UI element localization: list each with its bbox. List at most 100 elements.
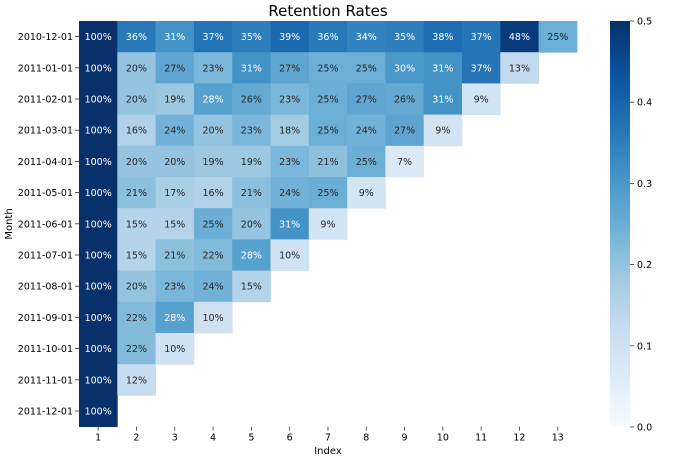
heatmap-cell	[347, 83, 386, 115]
heatmap-cell	[385, 21, 425, 53]
x-axis-label: Index	[314, 446, 342, 457]
heatmap-cell	[385, 83, 425, 115]
heatmap-cell	[155, 333, 195, 365]
cell-value-label: 20%	[126, 95, 147, 106]
cell-value-label: 100%	[85, 126, 112, 137]
cell-value-label: 23%	[279, 157, 300, 168]
heatmap-cell	[270, 177, 310, 209]
heatmap-cell	[270, 239, 310, 271]
x-tick-label: 13	[552, 433, 564, 444]
cell-value-label: 21%	[241, 188, 262, 199]
heatmap-cell	[79, 21, 118, 53]
cell-value-label: 37%	[202, 32, 223, 43]
colorbar-tick-label: 0.4	[637, 98, 652, 109]
cell-value-label: 17%	[164, 188, 185, 199]
x-tick-label: 1	[95, 433, 101, 444]
cell-value-label: 37%	[471, 32, 492, 43]
heatmap-cell	[193, 52, 233, 84]
heatmap-cell	[155, 270, 195, 303]
cell-value-label: 25%	[317, 126, 338, 137]
cell-value-label: 100%	[85, 375, 112, 386]
cell-value-label: 23%	[279, 95, 300, 106]
cell-value-label: 48%	[509, 32, 530, 43]
heatmap-cell	[347, 145, 386, 178]
heatmap-cell	[155, 301, 195, 334]
heatmap-cell	[232, 177, 271, 209]
heatmap-cell	[79, 395, 118, 427]
y-tick-label: 2011-10-01	[18, 344, 73, 355]
y-tick-label: 2011-05-01	[18, 188, 73, 199]
heatmap-cell	[462, 83, 501, 115]
cell-value-label: 27%	[279, 63, 300, 74]
heatmap-cell	[155, 208, 195, 240]
heatmap-cell	[232, 145, 271, 178]
cell-value-label: 35%	[394, 32, 415, 43]
cell-value-label: 28%	[202, 95, 223, 106]
cell-value-label: 20%	[164, 157, 185, 168]
heatmap-cell	[117, 301, 156, 334]
cell-value-label: 19%	[202, 157, 223, 168]
heatmap-cell	[232, 270, 271, 303]
heatmap-cell	[347, 52, 386, 84]
cell-value-label: 36%	[317, 32, 338, 43]
cell-value-label: 31%	[432, 63, 453, 74]
heatmap-cell	[462, 52, 501, 84]
y-tick-label: 2011-02-01	[18, 95, 73, 106]
cell-value-label: 27%	[164, 63, 185, 74]
heatmap-cell	[117, 333, 156, 365]
cell-value-label: 24%	[279, 188, 300, 199]
heatmap-cell	[193, 177, 233, 209]
heatmap-cell	[117, 21, 156, 53]
cell-value-label: 31%	[164, 32, 185, 43]
cell-value-label: 20%	[126, 157, 147, 168]
cell-value-label: 10%	[164, 344, 185, 355]
cell-value-label: 16%	[126, 126, 147, 137]
heatmap-cell	[79, 52, 118, 84]
cell-value-label: 100%	[85, 63, 112, 74]
heatmap-cell	[423, 114, 463, 147]
heatmap-cell	[79, 333, 118, 365]
cell-value-label: 10%	[279, 251, 300, 262]
heatmap-cell	[232, 83, 271, 115]
heatmap-cell	[79, 239, 118, 271]
heatmap-cell	[193, 301, 233, 334]
cell-value-label: 26%	[394, 95, 415, 106]
heatmap-cell	[347, 114, 386, 147]
heatmap-cell	[79, 301, 118, 334]
heatmap-cell	[270, 52, 310, 84]
heatmap-cell	[117, 114, 156, 147]
cell-value-label: 37%	[471, 63, 492, 74]
heatmap-cell	[117, 145, 156, 178]
cell-value-label: 100%	[85, 407, 112, 418]
heatmap-cell	[79, 145, 118, 178]
cell-value-label: 100%	[85, 32, 112, 43]
heatmap-cell	[155, 83, 195, 115]
heatmap-cell	[155, 114, 195, 147]
cell-value-label: 20%	[126, 282, 147, 293]
y-tick-labels: 2010-12-01 2011-01-01 2011-02-01 2011-03-01…	[18, 32, 79, 418]
cell-value-label: 28%	[164, 313, 185, 324]
heatmap-cell	[308, 114, 348, 147]
x-tick-label: 2	[133, 433, 139, 444]
cell-value-label: 22%	[126, 344, 147, 355]
cell-value-label: 22%	[202, 251, 223, 262]
cell-value-label: 24%	[356, 126, 377, 137]
heatmap-cell	[270, 21, 310, 53]
heatmap-cell	[79, 83, 118, 115]
cell-value-label: 19%	[164, 95, 185, 106]
cell-value-label: 100%	[85, 157, 112, 168]
y-tick-label: 2011-01-01	[18, 63, 73, 74]
colorbar-tick-label: 0.3	[637, 179, 652, 190]
heatmap-cell	[423, 21, 463, 53]
y-tick-label: 2011-12-01	[18, 407, 73, 418]
x-tick-labels: 1 2 3 4 5 6 7 8 9 10 11 12 13	[95, 426, 564, 444]
cell-value-label: 13%	[509, 63, 530, 74]
heatmap-cell	[117, 52, 156, 84]
heatmap-cell	[308, 83, 348, 115]
heatmap-cell	[117, 270, 156, 303]
heatmap-cell	[500, 52, 539, 84]
y-tick-label: 2011-04-01	[18, 157, 73, 168]
y-tick-label: 2011-08-01	[18, 282, 73, 293]
cell-value-label: 20%	[202, 126, 223, 137]
heatmap-cell	[462, 21, 501, 53]
